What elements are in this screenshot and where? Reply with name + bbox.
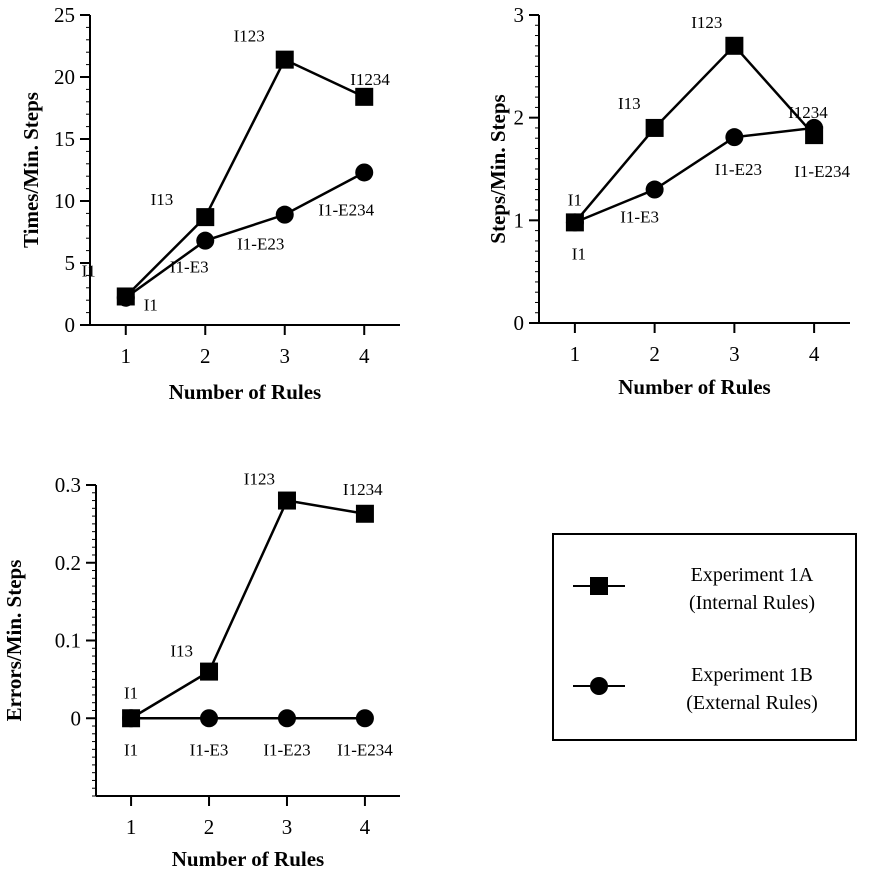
- x-tick-label: 1: [126, 815, 137, 839]
- circle-marker: [725, 128, 744, 147]
- square-marker: [805, 126, 824, 145]
- x-tick-label: 1: [121, 344, 132, 368]
- series-line-1b: [574, 126, 815, 224]
- point-label: I13: [151, 190, 174, 209]
- legend-circle-marker: [590, 677, 608, 695]
- y-tick-label: 0: [514, 311, 525, 335]
- legend-label-1a-line1: Experiment 1A: [691, 564, 814, 586]
- y-tick-label: 0.2: [55, 551, 81, 575]
- y-tick-label: 15: [54, 127, 75, 151]
- y-tick-label: 1: [514, 208, 525, 232]
- point-label: I123: [234, 27, 265, 46]
- y-tick-label: 5: [65, 251, 76, 275]
- circle-marker: [645, 180, 664, 199]
- point-label: I1-E234: [318, 200, 374, 219]
- y-axis-title: Errors/Min. Steps: [2, 560, 26, 722]
- circle-marker: [277, 709, 296, 728]
- square-marker: [277, 491, 296, 510]
- y-tick-label: 0.3: [55, 473, 81, 497]
- panel-steps: 0 1 2 3 1 2 3 4 Number of Rules Steps/Min. Steps I…: [486, 3, 850, 399]
- square-marker: [122, 709, 141, 728]
- series-line-1a: [130, 499, 366, 720]
- square-marker: [645, 118, 664, 137]
- circle-marker: [275, 205, 294, 224]
- legend-box: [552, 533, 857, 741]
- circle-marker: [196, 231, 215, 250]
- point-label: I123: [244, 470, 275, 489]
- y-tick-label: 0: [71, 706, 82, 730]
- legend-label-1b-line2: (External Rules): [686, 692, 818, 714]
- y-tick-label: 25: [54, 3, 75, 27]
- point-label: I1-E234: [337, 740, 393, 759]
- point-label: I1: [568, 190, 582, 209]
- x-tick-label: 3: [729, 342, 740, 366]
- point-label: I13: [170, 642, 193, 661]
- y-axis-title: Times/Min. Steps: [19, 92, 43, 248]
- x-tick-label: 1: [570, 342, 581, 366]
- point-label: I1234: [788, 103, 828, 122]
- x-tick-label: 4: [359, 344, 370, 368]
- legend-square-marker: [590, 577, 608, 595]
- x-axis-title: Number of Rules: [169, 380, 321, 404]
- point-label: I1-E3: [170, 258, 209, 277]
- x-tick-label: 3: [279, 344, 290, 368]
- circle-marker: [355, 709, 374, 728]
- square-marker: [725, 36, 744, 55]
- series-line-1a: [124, 57, 365, 298]
- point-label: I1: [124, 683, 138, 702]
- point-label: I1: [144, 296, 158, 315]
- x-tick-label: 4: [360, 815, 371, 839]
- panel-errors: 0 0.1 0.2 0.3 1 2 3 4 Number of Rules Errors/Min.…: [2, 470, 400, 871]
- point-label: I123: [691, 13, 722, 32]
- panel-times: 0 5 10 15 20 25 1 2 3 4 Number of Rules Times/Min. …: [19, 3, 400, 404]
- square-marker: [275, 50, 294, 69]
- point-label: I1234: [350, 70, 390, 89]
- x-tick-label: 2: [204, 815, 215, 839]
- circle-marker: [355, 163, 374, 182]
- y-tick-label: 2: [514, 106, 525, 130]
- square-marker: [355, 87, 374, 106]
- y-tick-label: 0: [65, 313, 76, 337]
- square-marker: [196, 208, 215, 227]
- point-label: I1234: [343, 480, 383, 499]
- circle-marker: [200, 709, 219, 728]
- point-label: I13: [618, 94, 641, 113]
- square-marker: [565, 213, 584, 232]
- point-label: I1-E3: [620, 208, 659, 227]
- y-tick-label: 3: [514, 3, 525, 27]
- x-tick-label: 2: [200, 344, 211, 368]
- x-axis-title: Number of Rules: [172, 847, 324, 871]
- legend: Experiment 1A (Internal Rules) Experimen…: [552, 533, 857, 741]
- point-label: I1-E3: [190, 740, 229, 759]
- point-label: I1: [572, 244, 586, 263]
- x-tick-label: 2: [649, 342, 660, 366]
- x-axis-title: Number of Rules: [618, 375, 770, 399]
- point-label: I1: [124, 740, 138, 759]
- y-axis-title: Steps/Min. Steps: [486, 94, 510, 243]
- legend-label-1b-line1: Experiment 1B: [691, 664, 813, 686]
- point-label: I1: [82, 261, 96, 280]
- square-marker: [355, 504, 374, 523]
- square-marker: [200, 662, 219, 681]
- series-line-1b: [125, 171, 365, 299]
- point-label: I1-E23: [263, 740, 310, 759]
- legend-label-1a-line2: (Internal Rules): [689, 592, 815, 614]
- series-line-1a: [573, 43, 816, 224]
- y-tick-label: 0.1: [55, 629, 81, 653]
- x-tick-label: 4: [809, 342, 820, 366]
- point-label: I1-E23: [715, 160, 762, 179]
- y-tick-label: 10: [54, 189, 75, 213]
- point-label: I1-E234: [794, 162, 850, 181]
- point-label: I1-E23: [237, 235, 284, 254]
- y-tick-label: 20: [54, 65, 75, 89]
- square-marker: [116, 287, 135, 306]
- x-tick-label: 3: [282, 815, 293, 839]
